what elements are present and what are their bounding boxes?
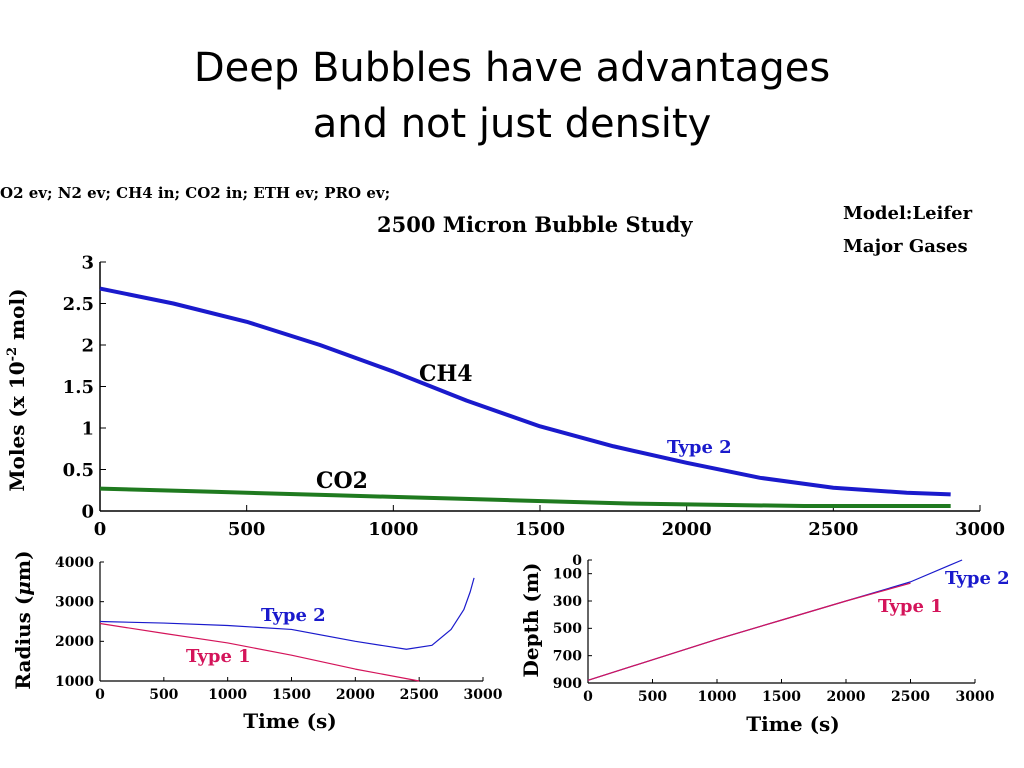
- x-tick-label: 1500: [272, 687, 311, 703]
- model-label: Model:Leifer: [843, 203, 973, 224]
- x-tick-label: 3000: [955, 519, 1005, 540]
- co2-label: CO2: [316, 468, 368, 494]
- series-line-type-1: [587, 582, 911, 681]
- slide-title-line-1: Deep Bubbles have advantages: [193, 45, 831, 91]
- x-tick-label: 1000: [698, 689, 737, 705]
- y-tick-label: 0.5: [63, 460, 94, 481]
- slide-title-line-2: and not just density: [312, 101, 712, 147]
- radius-type-1-label: Type 1: [186, 646, 251, 667]
- radius-x-axis-label: Time (s): [243, 709, 337, 733]
- x-tick-label: 2000: [336, 687, 375, 703]
- series-line-type-1: [99, 622, 420, 682]
- y-tick-label: 0: [81, 501, 94, 522]
- y-tick-label: 1000: [55, 674, 94, 690]
- y-tick-label: 3000: [55, 595, 94, 611]
- moles-y-axis-label: Moles (x 10-2 mol): [5, 288, 29, 491]
- y-tick-label: 700: [553, 649, 582, 665]
- type-2-label: Type 2: [667, 437, 732, 458]
- x-tick-label: 3000: [464, 687, 503, 703]
- x-tick-label: 1000: [368, 519, 418, 540]
- series-line-co2: [99, 486, 951, 509]
- x-tick-label: 0: [94, 519, 107, 540]
- x-tick-label: 2000: [662, 519, 712, 540]
- y-tick-label: 300: [553, 594, 582, 610]
- study-title: 2500 Micron Bubble Study: [377, 212, 693, 237]
- x-tick-label: 0: [95, 687, 105, 703]
- y-tick-label: 0: [572, 553, 582, 569]
- y-tick-label: 2.5: [63, 294, 94, 315]
- radius-plot: 0 500 1000 1500 2000 2500 3000 1000 2000 3000 4000…: [11, 550, 503, 733]
- gas-list: O2 ev; N2 ev; CH4 in; CO2 in; ETH ev; PR…: [0, 184, 391, 202]
- x-tick-label: 0: [583, 689, 593, 705]
- x-tick-label: 2500: [891, 689, 930, 705]
- y-tick-label: 1.5: [63, 377, 94, 398]
- depth-plot: 0 500 1000 1500 2000 2500 30000100300500700900…: [519, 553, 1010, 736]
- ch4-label: CH4: [419, 361, 473, 387]
- y-tick-label: 2000: [55, 634, 94, 650]
- x-tick-label: 500: [638, 689, 667, 705]
- y-tick-label: 4000: [55, 555, 94, 571]
- x-tick-label: 1500: [515, 519, 565, 540]
- x-tick-label: 1000: [208, 687, 247, 703]
- radius-type-2-label: Type 2: [261, 605, 326, 626]
- depth-y-axis-label: Depth (m): [519, 563, 543, 678]
- depth-x-axis-label: Time (s): [746, 712, 840, 736]
- x-tick-label: 1500: [762, 689, 801, 705]
- y-tick-label: 3: [81, 252, 94, 273]
- series-line-ch4: [99, 286, 951, 497]
- y-tick-label: 1: [81, 418, 94, 439]
- x-tick-label: 2500: [400, 687, 439, 703]
- x-tick-label: 2000: [827, 689, 866, 705]
- y-tick-label: 2: [81, 335, 94, 356]
- slide-title: Deep Bubbles have advantages and not jus…: [0, 40, 1024, 152]
- y-tick-label: 900: [553, 676, 582, 692]
- radius-y-axis-label: Radius (μm): [11, 550, 35, 689]
- x-tick-label: 500: [228, 519, 266, 540]
- moles-plot: 0 500 1000 1500 2000 2500 3000 0 0.5 1 1.5 2 2.5 3 CH4…: [5, 252, 1005, 540]
- y-tick-label: 100: [553, 567, 582, 583]
- y-tick-label: 500: [553, 621, 582, 637]
- gases-label: Major Gases: [843, 236, 968, 257]
- series-line-type-2: [99, 577, 475, 650]
- depth-type-1-label: Type 1: [878, 596, 943, 617]
- x-tick-label: 500: [149, 687, 178, 703]
- depth-type-2-label: Type 2: [945, 568, 1010, 589]
- x-tick-label: 3000: [956, 689, 995, 705]
- x-tick-label: 2500: [808, 519, 858, 540]
